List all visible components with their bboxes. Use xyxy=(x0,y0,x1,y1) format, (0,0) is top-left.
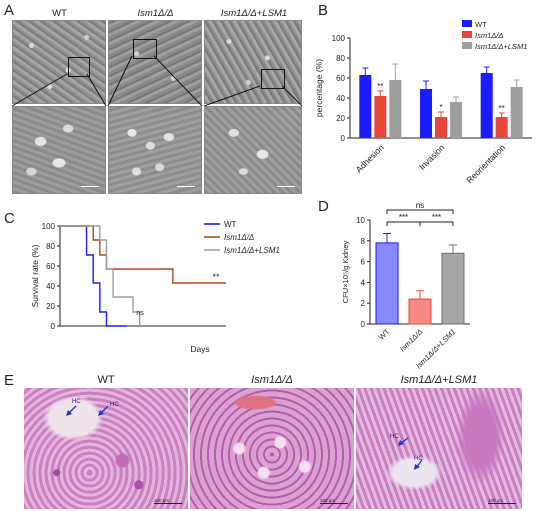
he-label-mutant: Ism1Δ/Δ xyxy=(251,374,293,386)
b-bar xyxy=(359,75,372,138)
b-legend-label: Ism1Δ/Δ xyxy=(475,31,503,40)
c-ytick-label: 40 xyxy=(46,282,55,291)
c-xlabel: Days xyxy=(190,344,209,354)
hc-label-wt-2: HC xyxy=(110,402,119,408)
sem-label-complemented: Ism1Δ/Δ+LSM1 xyxy=(220,8,288,19)
hc-label-comp-1: HC xyxy=(390,434,399,440)
sem-zoom-complemented xyxy=(204,106,302,194)
b-ytick-label: 100 xyxy=(332,34,346,43)
b-legend-swatch xyxy=(462,31,472,38)
d-ytick-label: 2 xyxy=(361,299,366,308)
c-ytick-label: 80 xyxy=(46,242,55,251)
scale-bar-wt-zoom xyxy=(81,186,99,187)
chart-c-survival: 0 20 40 60 80 100 Survival rate (%) Days WT Ism1Δ… xyxy=(30,220,280,354)
d-category-label: WT xyxy=(377,327,392,342)
d-significance-label: ns xyxy=(416,202,424,210)
d-ylabel: CFU×10⁵/g Kidney xyxy=(341,240,350,303)
c-significance: ** xyxy=(213,272,221,282)
b-ylabel: percentage (%) xyxy=(314,59,324,117)
c-ytick-label: 60 xyxy=(46,262,55,271)
c-survival-curve xyxy=(60,225,226,284)
he-scale-mutant: 100 µm xyxy=(320,498,348,504)
zoom-box-mutant xyxy=(133,39,157,59)
d-significance-bracket xyxy=(386,209,454,214)
b-bar xyxy=(374,96,387,138)
scale-bar-mutant-zoom xyxy=(177,186,195,187)
d-ytick-label: 10 xyxy=(356,216,365,225)
b-legend-swatch xyxy=(462,42,472,49)
c-significance: ns xyxy=(136,310,144,317)
d-significance-label: *** xyxy=(432,213,441,222)
c-ytick-label: 100 xyxy=(42,222,56,231)
chart-b-adhesion-invasion: 0 20 40 60 80 100 percentage (%) ** Adhesion * Inv… xyxy=(314,20,532,185)
d-bar xyxy=(408,298,432,325)
he-label-wt: WT xyxy=(97,374,115,386)
hc-label-comp-2: HC xyxy=(414,456,423,462)
b-significance: * xyxy=(439,103,442,112)
scale-bar-complemented-zoom xyxy=(277,186,295,187)
b-bar xyxy=(420,89,432,138)
b-ytick-label: 40 xyxy=(336,94,345,103)
d-ytick-label: 0 xyxy=(361,320,366,329)
b-ytick-label: 80 xyxy=(336,54,345,63)
d-ytick-label: 4 xyxy=(361,278,366,287)
c-survival-curve xyxy=(60,225,127,327)
panel-label-e: E xyxy=(4,372,15,389)
d-ytick-label: 8 xyxy=(361,237,366,246)
sem-zoom-wt xyxy=(12,106,106,194)
c-ytick-label: 20 xyxy=(46,302,55,311)
panel-label-c: C xyxy=(4,210,15,227)
b-significance: ** xyxy=(377,82,383,91)
b-ytick-label: 0 xyxy=(341,134,346,143)
d-bar xyxy=(375,242,399,325)
b-bar xyxy=(435,117,447,138)
d-bar xyxy=(441,252,465,325)
c-legend-label: Ism1Δ/Δ xyxy=(224,233,254,242)
panel-label-a: A xyxy=(4,2,15,19)
he-arrows-wt: HC HC xyxy=(66,399,119,416)
hc-label-wt-1: HC xyxy=(72,399,81,405)
he-scale-wt: 100 µm xyxy=(154,498,182,504)
b-bar xyxy=(480,73,493,138)
panel-label-b: B xyxy=(318,2,329,19)
he-image-complemented: HC HC 100 µm xyxy=(356,388,522,509)
sem-overview-wt xyxy=(12,20,106,104)
zoom-box-wt xyxy=(68,57,90,77)
b-category-label: Reorientation xyxy=(464,142,507,185)
he-arrows-complemented: HC HC xyxy=(390,434,423,470)
d-category-label: Ism1Δ/Δ xyxy=(398,327,424,353)
panel-label-d: D xyxy=(318,198,329,215)
he-label-complemented: Ism1Δ/Δ+LSM1 xyxy=(400,374,478,386)
c-legend-label: Ism1Δ/Δ+LSM1 xyxy=(224,246,280,255)
b-bar xyxy=(389,80,402,138)
c-legend-label: WT xyxy=(224,220,237,229)
zoom-box-complemented xyxy=(261,69,285,89)
d-significance-bracket xyxy=(386,221,421,226)
sem-label-mutant: Ism1Δ/Δ xyxy=(137,8,174,19)
d-ytick-label: 6 xyxy=(361,258,366,267)
b-bar xyxy=(495,117,508,138)
he-image-mutant: 100 µm xyxy=(190,388,354,509)
he-image-wt: HC HC 100 µm xyxy=(24,388,188,509)
b-legend-swatch xyxy=(462,20,472,27)
b-significance: ** xyxy=(499,104,505,113)
c-ylabel: Survival rate (%) xyxy=(30,244,40,307)
b-legend-label: WT xyxy=(475,20,487,29)
b-bar xyxy=(510,87,523,138)
sem-label-wt: WT xyxy=(52,8,67,19)
sem-zoom-mutant xyxy=(108,106,202,194)
b-legend-label: Ism1Δ/Δ+LSM1 xyxy=(475,42,527,51)
he-scale-complemented: 100 µm xyxy=(488,498,516,504)
b-category-label: Adhesion xyxy=(354,142,386,174)
c-ytick-label: 0 xyxy=(51,322,56,331)
zoom-connector-lines xyxy=(11,55,303,107)
b-ytick-label: 20 xyxy=(336,114,345,123)
b-category-label: Invasion xyxy=(417,142,447,172)
d-significance-label: *** xyxy=(399,213,408,222)
b-bar xyxy=(450,102,462,138)
b-ytick-label: 60 xyxy=(336,74,345,83)
c-survival-curve xyxy=(60,225,141,326)
d-significance-bracket xyxy=(419,221,454,226)
